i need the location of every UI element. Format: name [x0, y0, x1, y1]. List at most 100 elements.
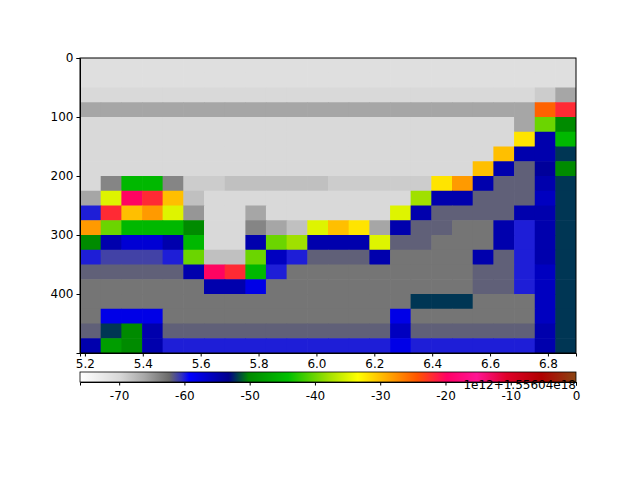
heatmap-cell	[101, 294, 122, 309]
heatmap-cell	[369, 235, 390, 250]
heatmap-cell	[225, 220, 246, 235]
heatmap-cell	[473, 338, 494, 353]
heatmap-cell	[349, 73, 370, 88]
heatmap-cell	[555, 88, 576, 103]
x-tick-mark	[374, 353, 375, 357]
x-tick-label: 5.6	[192, 357, 211, 371]
heatmap-cell	[452, 235, 473, 250]
colorbar-tick: -40	[306, 382, 326, 403]
heatmap-cell	[183, 73, 204, 88]
heatmap-cell	[287, 102, 308, 117]
heatmap-cell	[390, 235, 411, 250]
heatmap-cell	[431, 102, 452, 117]
x-offset-label: 1e12+1.55604e18	[463, 378, 576, 392]
heatmap-cell	[101, 73, 122, 88]
chart: 5.25.45.65.86.06.26.46.66.80100200300400…	[0, 0, 640, 480]
heatmap-cell	[80, 73, 101, 88]
heatmap-cell	[514, 88, 535, 103]
heatmap-cell	[183, 235, 204, 250]
heatmap-cell	[101, 279, 122, 294]
heatmap-cell	[555, 294, 576, 309]
heatmap-cell	[204, 117, 225, 132]
heatmap-cell	[80, 88, 101, 103]
heatmap-cell	[142, 176, 163, 191]
heatmap-cell	[369, 147, 390, 162]
heatmap-cell	[514, 279, 535, 294]
heatmap-cell	[555, 176, 576, 191]
heatmap-cell	[121, 102, 142, 117]
colorbar-tick-mark	[184, 382, 185, 386]
heatmap-cell	[493, 309, 514, 324]
heatmap-cell	[473, 147, 494, 162]
heatmap-cell	[555, 191, 576, 206]
heatmap-cell	[535, 161, 556, 176]
heatmap-cell	[121, 88, 142, 103]
heatmap-cell	[307, 338, 328, 353]
heatmap-cell	[287, 176, 308, 191]
heatmap-cell	[142, 117, 163, 132]
x-tick: 5.4	[134, 353, 153, 371]
heatmap-cell	[225, 206, 246, 221]
colorbar-tick-mark	[576, 382, 577, 386]
heatmap-cell	[287, 117, 308, 132]
heatmap-cell	[452, 73, 473, 88]
heatmap-cell	[245, 338, 266, 353]
x-tick-label: 6.2	[365, 357, 384, 371]
heatmap-cell	[349, 102, 370, 117]
heatmap-cell	[555, 206, 576, 221]
heatmap-cell	[411, 265, 432, 280]
heatmap-cell	[80, 132, 101, 147]
heatmap-cell	[307, 220, 328, 235]
heatmap-cell	[555, 220, 576, 235]
heatmap-cell	[225, 324, 246, 339]
heatmap-cell	[225, 88, 246, 103]
heatmap-cell	[101, 176, 122, 191]
heatmap-cell	[535, 294, 556, 309]
y-tick-label: 200	[51, 169, 74, 183]
heatmap-cell	[390, 309, 411, 324]
heatmap-cell	[349, 279, 370, 294]
heatmap-cell	[514, 102, 535, 117]
heatmap-cell	[349, 338, 370, 353]
heatmap-cell	[245, 206, 266, 221]
heatmap-cell	[163, 147, 184, 162]
y-axis: 0100200300400	[51, 51, 81, 353]
heatmap-cell	[204, 338, 225, 353]
heatmap-cell	[287, 250, 308, 265]
heatmap-cell	[266, 88, 287, 103]
heatmap-cell	[245, 250, 266, 265]
heatmap-cell	[514, 161, 535, 176]
heatmap-cell	[452, 279, 473, 294]
heatmap-cell	[183, 58, 204, 73]
y-tick-mark	[77, 58, 81, 59]
heatmap-cell	[307, 235, 328, 250]
heatmap-cell	[349, 309, 370, 324]
x-tick: 6.0	[307, 353, 326, 371]
heatmap-cell	[142, 132, 163, 147]
heatmap-cell	[390, 324, 411, 339]
heatmap-cell	[514, 309, 535, 324]
heatmap-cell	[266, 117, 287, 132]
heatmap-cell	[204, 147, 225, 162]
heatmap-cell	[555, 338, 576, 353]
heatmap-cell	[535, 73, 556, 88]
heatmap-cell	[493, 147, 514, 162]
heatmap-cell	[266, 235, 287, 250]
heatmap-cell	[535, 88, 556, 103]
heatmap-cell	[369, 73, 390, 88]
heatmap-cell	[349, 324, 370, 339]
heatmap-cell	[390, 102, 411, 117]
x-tick-label: 6.4	[423, 357, 442, 371]
heatmap-cell	[431, 235, 452, 250]
heatmap-cell	[369, 279, 390, 294]
heatmap-cell	[204, 279, 225, 294]
heatmap-cell	[204, 88, 225, 103]
heatmap-cell	[452, 250, 473, 265]
heatmap-cell	[369, 206, 390, 221]
colorbar-tick: -20	[436, 382, 456, 403]
heatmap-cell	[121, 117, 142, 132]
heatmap-cell	[411, 102, 432, 117]
heatmap-cell	[142, 58, 163, 73]
heatmap-cell	[493, 220, 514, 235]
heatmap-cell	[142, 324, 163, 339]
